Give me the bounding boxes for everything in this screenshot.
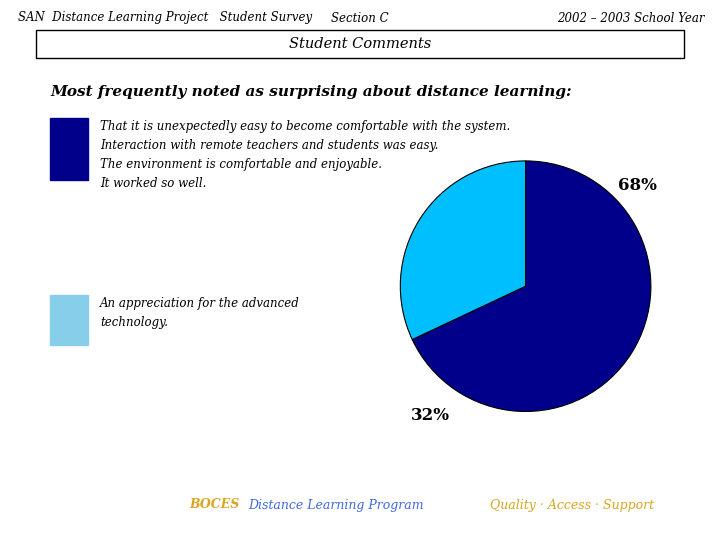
Text: 68%: 68%: [618, 177, 657, 193]
Text: Section C: Section C: [331, 11, 389, 24]
Bar: [50, 118, 88, 180]
Text: Quality · Access · Support: Quality · Access · Support: [490, 498, 654, 511]
Bar: [36, 30, 684, 58]
Text: Student Comments: Student Comments: [289, 37, 431, 51]
Text: SAN  Distance Learning Project   Student Survey: SAN Distance Learning Project Student Su…: [18, 11, 312, 24]
Text: Most frequently noted as surprising about distance learning:: Most frequently noted as surprising abou…: [50, 85, 572, 99]
Text: An appreciation for the advanced
technology.: An appreciation for the advanced technol…: [100, 297, 300, 329]
Text: Distance Learning Program: Distance Learning Program: [248, 498, 423, 511]
Wedge shape: [400, 161, 526, 340]
Text: BOCES: BOCES: [190, 498, 240, 511]
Text: That it is unexpectedly easy to become comfortable with the system.
Interaction : That it is unexpectedly easy to become c…: [100, 120, 510, 190]
Wedge shape: [413, 161, 651, 411]
Text: 2002 – 2003 School Year: 2002 – 2003 School Year: [557, 11, 705, 24]
Text: 32%: 32%: [410, 407, 449, 423]
Bar: [50, 295, 88, 345]
